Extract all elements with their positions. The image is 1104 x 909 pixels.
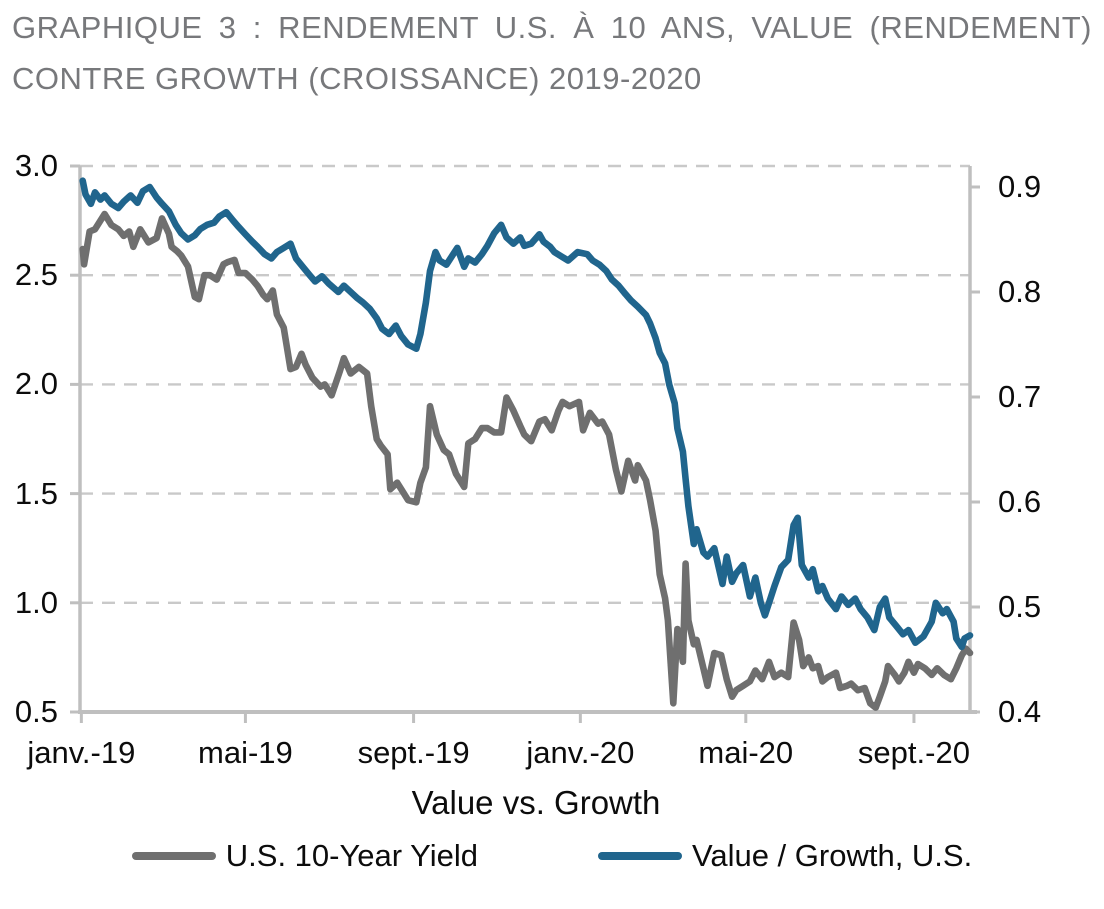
chart-title-line-1: GRAPHIQUE 3 : RENDEMENT U.S. À 10 ANS, V… [12, 10, 1092, 45]
legend-swatch-yield [131, 852, 216, 860]
series-line-value-growth [79, 177, 974, 651]
series-lines [79, 177, 974, 711]
legend-item-value-growth: Value / Growth, U.S. [597, 838, 973, 874]
chart-title-line-2: CONTRE GROWTH (CROISSANCE) 2019-2020 [12, 61, 702, 96]
legend-swatch-value-growth [597, 852, 682, 860]
legend-label-yield: U.S. 10-Year Yield [225, 838, 478, 873]
legend-item-yield: U.S. 10-Year Yield [131, 838, 478, 874]
gridlines [80, 164, 970, 604]
series-line-yield [79, 210, 974, 711]
legend-label-value-growth: Value / Growth, U.S. [691, 838, 973, 873]
legend: U.S. 10-Year Yield Value / Growth, U.S. [0, 833, 1104, 879]
axes-and-ticks [70, 164, 980, 723]
chart-title: GRAPHIQUE 3 : RENDEMENT U.S. À 10 ANS, V… [12, 2, 1092, 104]
x-axis-title: Value vs. Growth [411, 784, 661, 821]
